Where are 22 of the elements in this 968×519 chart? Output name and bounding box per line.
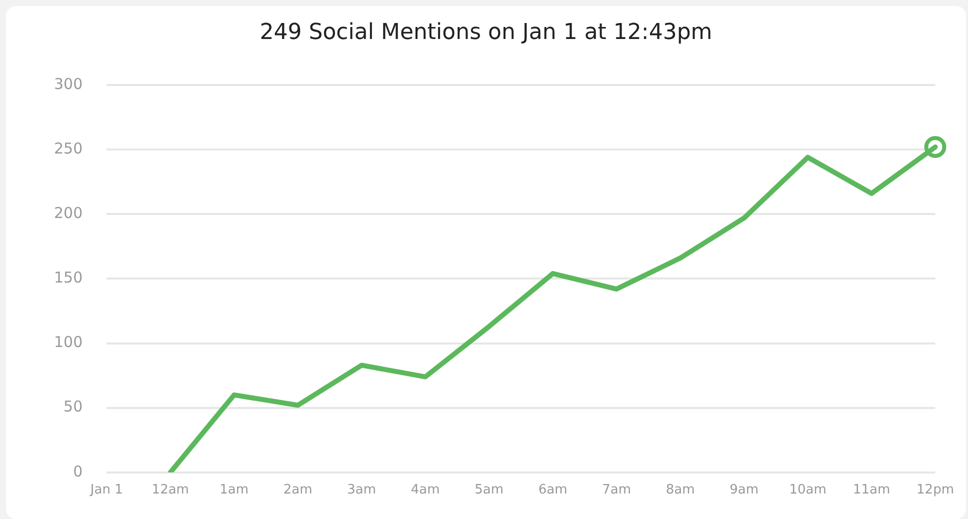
x-tick-label: 12am xyxy=(152,482,189,498)
x-tick-label: 8am xyxy=(666,482,695,498)
y-tick-label: 250 xyxy=(54,139,83,158)
y-tick-label: 0 xyxy=(73,462,83,480)
x-tick-label: 10am xyxy=(789,482,826,498)
y-tick-label: 150 xyxy=(54,268,83,287)
x-tick-label: 2am xyxy=(283,482,312,498)
x-tick-label: 1am xyxy=(220,482,249,498)
y-tick-label: 200 xyxy=(54,204,83,222)
y-tick-label: 300 xyxy=(54,74,83,93)
x-tick-label: 3am xyxy=(347,482,376,498)
x-tick-label: 6am xyxy=(538,482,568,498)
x-tick-label: Jan 1 xyxy=(89,482,123,498)
x-tick-label: 4am xyxy=(410,482,440,498)
x-tick-label: 7am xyxy=(602,482,632,498)
x-tick-label: 9am xyxy=(730,482,758,498)
y-tick-label: 100 xyxy=(54,333,83,352)
y-tick-label: 50 xyxy=(64,398,83,416)
x-tick-label: 5am xyxy=(474,482,504,498)
chart-title: 249 Social Mentions on Jan 1 at 12:43pm xyxy=(258,20,714,45)
x-tick-label: 11am xyxy=(852,482,890,498)
x-tick-label: 12pm xyxy=(916,482,954,498)
